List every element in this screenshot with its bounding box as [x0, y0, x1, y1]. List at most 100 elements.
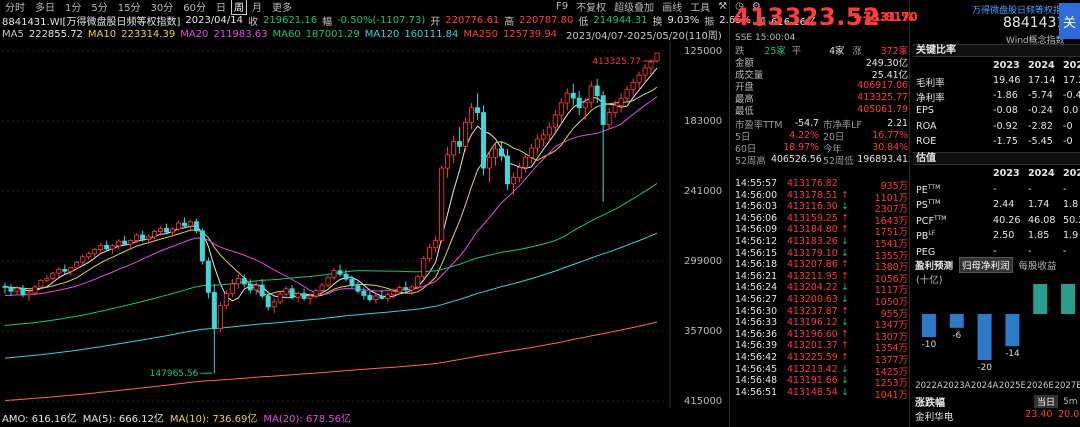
period-tab[interactable]: 60分: [183, 3, 206, 14]
toolbar-button[interactable]: 超级叠加: [614, 3, 655, 14]
valuation-value: 40.26: [993, 214, 1021, 226]
candle-body: [331, 270, 337, 278]
tick-volume: 955万: [880, 308, 908, 320]
valuation-row: PETTM - - -: [913, 183, 1080, 198]
arrow-up-icon: ↑: [841, 328, 849, 340]
open-label: 开: [430, 16, 441, 28]
period-tab[interactable]: 多日: [35, 3, 55, 14]
period-tab[interactable]: 15分: [117, 3, 141, 14]
toolbar-button[interactable]: 画线: [662, 3, 683, 14]
candle-body: [271, 301, 277, 308]
pe-pb-row: 市盈率TTM -54.7 市净率LF 2.21: [735, 118, 908, 131]
candle-body: [122, 240, 128, 245]
ma250-legend-value: 125739.94: [502, 28, 558, 40]
ratio-value: -0.92: [993, 120, 1018, 132]
low-label: 低: [578, 16, 589, 28]
gear-icon[interactable]: ⚙: [751, 1, 761, 12]
rise-label: 涨: [852, 45, 862, 57]
forecast-tabs: 盈利预测 归母净利润 每股收益: [913, 256, 1059, 273]
period-tab[interactable]: 更多: [271, 3, 292, 14]
low-value: 214944.31: [593, 14, 648, 26]
d5-row: 5日 4.22% 20日 16.77%: [735, 130, 908, 143]
divider: [909, 0, 910, 427]
toolbar-button[interactable]: 不复权: [576, 3, 607, 14]
arrow-down-icon: ↓: [841, 282, 849, 294]
period-tab[interactable]: 日: [215, 3, 226, 14]
tick-price: 413191.66: [787, 375, 838, 387]
ratio-value: 0.0: [1063, 105, 1079, 117]
earnings-value-label: -6: [952, 331, 961, 341]
candle-body: [612, 104, 618, 113]
change-header-label: 涨跌幅: [915, 398, 945, 409]
candle-body: [582, 101, 588, 109]
wrench-icon[interactable]: ⚒: [718, 1, 728, 12]
valuation-label-sup: LF: [928, 230, 936, 238]
pb-label: 市净率LF: [823, 119, 862, 131]
candle-body: [247, 283, 253, 291]
candle-body: [175, 222, 181, 230]
valuation-value: 1.9: [1063, 230, 1079, 242]
arrow-up-icon: ↑: [841, 224, 849, 236]
five-min-button[interactable]: 5m: [1063, 396, 1078, 407]
amo-ma10: MA(10): 736.69亿: [169, 413, 258, 425]
candle-body: [552, 114, 558, 128]
toolbar-button[interactable]: F9: [556, 1, 569, 12]
candle-body: [259, 284, 265, 297]
ratio-value: -0.24: [1028, 105, 1053, 117]
candle-body: [433, 240, 439, 249]
earnings-category-label: 2023A: [943, 381, 971, 391]
candle-body: [624, 89, 630, 99]
clock-icon[interactable]: ◷: [735, 1, 744, 12]
valuation-label-wrap: PBLF: [916, 230, 935, 242]
follow-button[interactable]: 关: [1059, 3, 1080, 39]
ratios-header: 关键比率: [913, 44, 1080, 57]
forecast-unit: (十亿): [916, 275, 943, 286]
candle-body: [385, 294, 391, 299]
forecast-tab[interactable]: 归母净利润: [959, 256, 1013, 273]
today-button[interactable]: 当日: [1034, 395, 1059, 408]
candle-body: [576, 97, 582, 109]
valuation-label-wrap: PEG: [916, 246, 935, 258]
period-tab[interactable]: 分时: [5, 3, 25, 14]
tick-time: 14:56:09: [735, 224, 778, 236]
kline-chart[interactable]: 415000 357000 299000 241000 183000 125000 4133…: [0, 41, 728, 408]
candle-body: [564, 92, 570, 104]
amo-value: AMO: 616.16亿: [2, 413, 77, 425]
valuation-value: 2.44: [993, 199, 1015, 211]
arrow-up-icon: ↑: [841, 340, 849, 352]
amount-value: 616.16亿: [771, 16, 817, 28]
candle-body: [169, 228, 175, 233]
earnings-category-label: 2022A: [915, 381, 943, 391]
fall-label: 跌: [735, 45, 745, 57]
period-tab[interactable]: 5分: [91, 3, 108, 14]
info-date: 2023/04/14: [185, 14, 243, 26]
period-tab[interactable]: 30分: [150, 3, 174, 14]
ratio-row: 净利率 -1.86 -5.74 -0.4: [913, 89, 1080, 104]
candle-body: [62, 269, 68, 272]
ma5-legend-value: 222855.72: [28, 28, 83, 40]
candle-body: [98, 244, 104, 250]
ma60-legend-label: MA60: [272, 28, 301, 40]
earnings-forecast-chart: -102022A-62023A-202024A-142025E42026E420…: [915, 284, 1080, 391]
candle-body: [277, 293, 283, 303]
change-row[interactable]: 金利华电 23.40 20.00: [913, 409, 1080, 423]
candle-body: [540, 134, 546, 140]
earnings-bar: [921, 314, 936, 337]
period-tab[interactable]: 周: [230, 0, 247, 15]
tick-time: 14:56:21: [735, 270, 778, 282]
arrow-down-icon: ↓: [841, 201, 849, 213]
candle-body: [68, 267, 74, 272]
toolbar-button[interactable]: 工具: [690, 3, 711, 14]
valuation-label: PE: [916, 185, 928, 197]
period-tab[interactable]: 1分: [65, 3, 82, 14]
ratio-row: ROE -1.75 -5.45 -0: [913, 135, 1080, 150]
high-marker-label: 413325.77: [592, 57, 641, 67]
tick-row: 14:55:57 413176.82 935万: [735, 178, 908, 192]
period-tab[interactable]: 月: [251, 3, 262, 14]
tick-time: 14:56:42: [735, 352, 778, 363]
ratio-row: 毛利率 19.46 17.14 17.2: [913, 74, 1080, 89]
candle-body: [289, 288, 295, 298]
forecast-tab[interactable]: 每股收益: [1018, 260, 1057, 272]
year-col: 2023: [993, 168, 1020, 179]
candle-body: [223, 293, 229, 307]
